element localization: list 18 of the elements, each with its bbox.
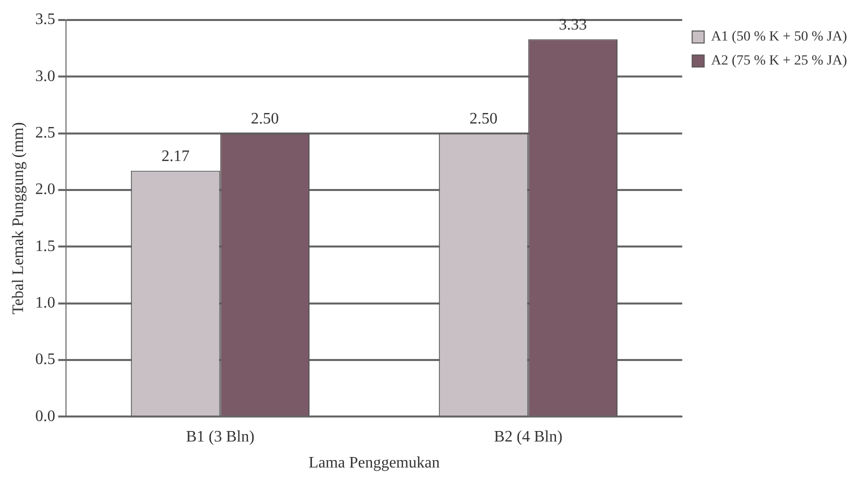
y-tick-label: 0.0	[35, 408, 56, 425]
data-label: 2.17	[162, 148, 190, 165]
y-tick-label: 1.5	[35, 238, 56, 255]
y-tick-label: 3.0	[35, 68, 56, 85]
data-label: 2.50	[470, 110, 498, 128]
x-axis-title: Lama Penggemukan	[308, 454, 440, 472]
y-tick-label: 1.0	[35, 294, 56, 312]
y-tick-label: 3.5	[35, 11, 56, 28]
y-tick-label: 2.0	[35, 181, 56, 198]
legend-label: A2 (75 % K + 25 % JA)	[711, 54, 848, 69]
data-label: 2.50	[250, 110, 279, 128]
x-tick-label: B1 (3 Bln)	[186, 428, 254, 446]
y-tick-label: 2.5	[35, 124, 56, 142]
legend-label: A1 (50 % K + 50 % JA)	[711, 30, 848, 45]
data-label: 3.33	[558, 16, 587, 34]
y-tick-label: 0.5	[35, 351, 56, 368]
y-axis-title: Tebal Lemak Punggung (mm)	[10, 122, 27, 314]
x-tick-label: B2 (4 Bln)	[494, 428, 562, 446]
